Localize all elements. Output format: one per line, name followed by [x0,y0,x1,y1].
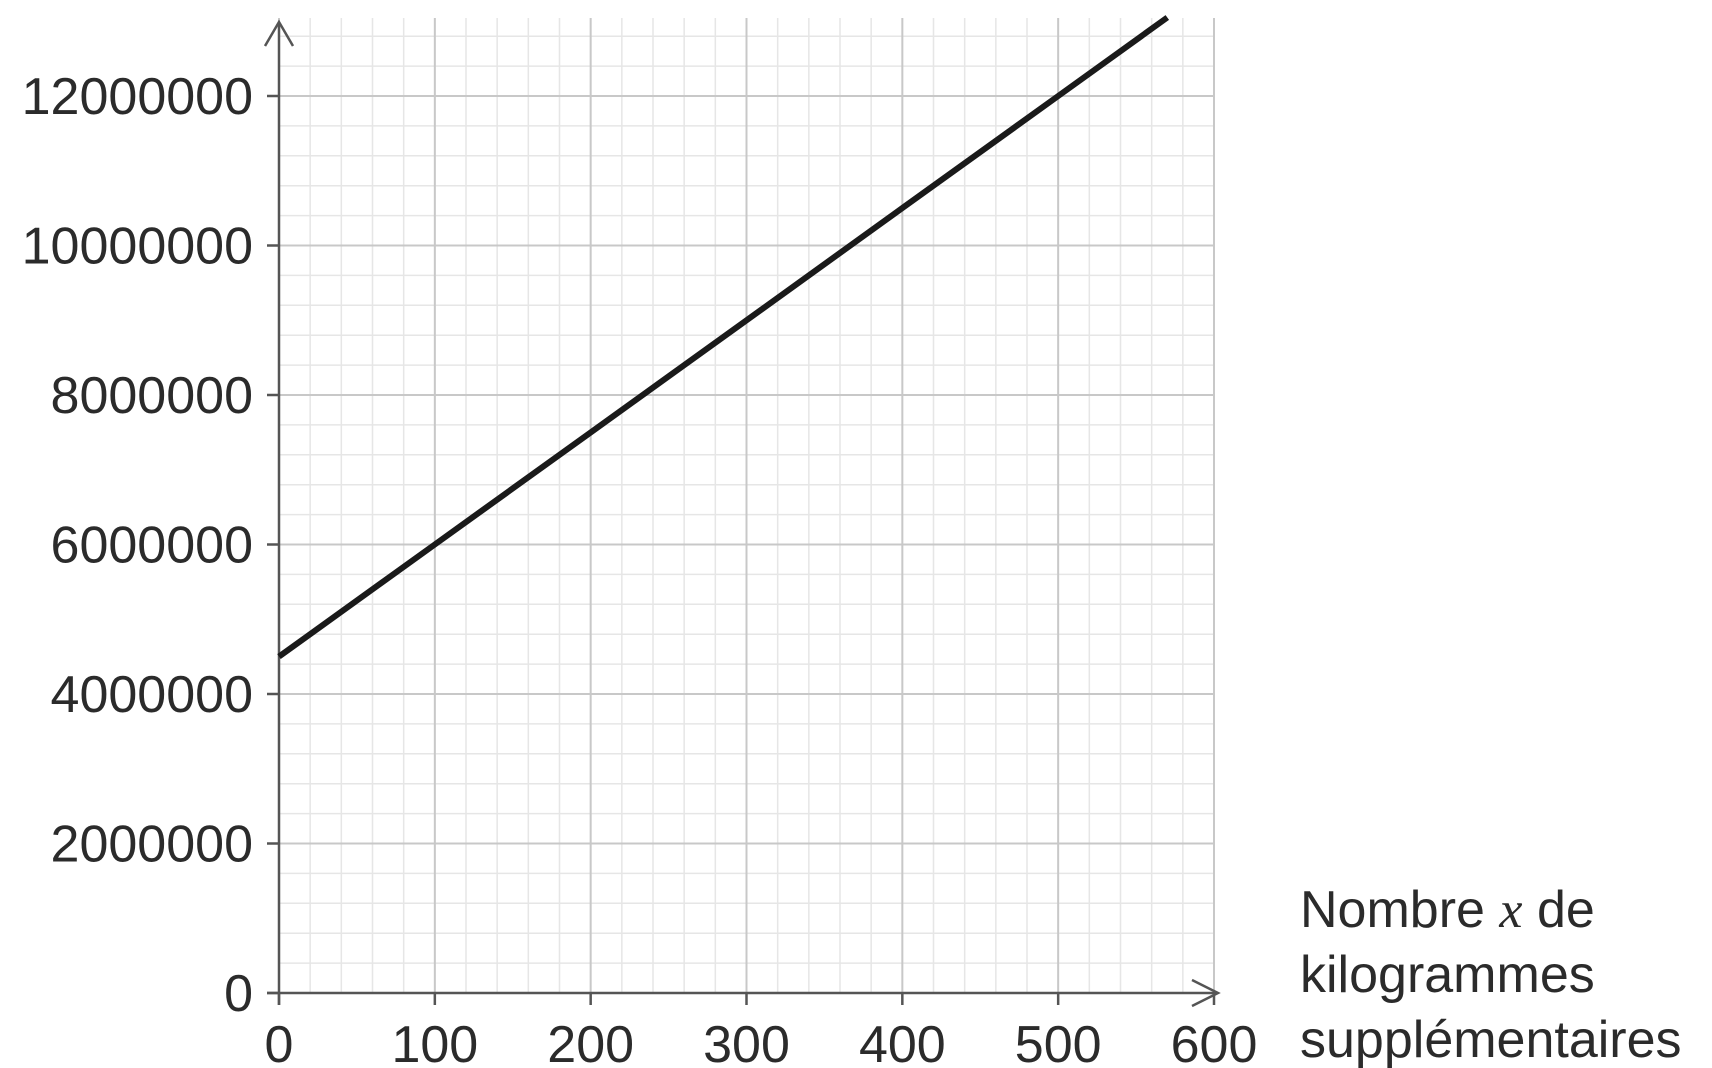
x-tick-label: 200 [547,1016,634,1068]
axes [263,19,1221,1008]
x-tick-label: 400 [859,1016,946,1068]
y-tick-label: 2000000 [51,816,253,874]
x-axis-label-line-2: kilogrammes [1300,946,1595,1004]
x-tick-labels: 0 100 200 300 400 500 600 [265,1016,1258,1068]
y-tick-label: 10000000 [22,218,253,276]
x-tick-label: 0 [265,1016,294,1068]
x-tick-label: 600 [1171,1016,1258,1068]
y-tick-labels: 0 2000000 4000000 6000000 8000000 10000000 120… [22,68,253,1023]
x-tick-label: 500 [1015,1016,1102,1068]
y-axis-arrow [263,19,295,47]
y-tick-label: 12000000 [22,68,253,126]
x-tick-label: 300 [703,1016,790,1068]
x-axis-label-line-1: Nombre x de [1300,881,1595,939]
y-tick-label: 0 [224,965,253,1023]
series-line-0 [277,15,1170,660]
y-tick-label: 4000000 [51,666,253,724]
y-tick-label: 6000000 [51,517,253,575]
series-layer [277,15,1170,660]
x-axis-label-line-3: supplémentaires [1300,1011,1682,1068]
x-tick-label: 100 [391,1016,478,1068]
y-tick-label: 8000000 [51,367,253,425]
x-axis-arrow [1191,978,1221,1008]
major-grid [278,18,1215,994]
